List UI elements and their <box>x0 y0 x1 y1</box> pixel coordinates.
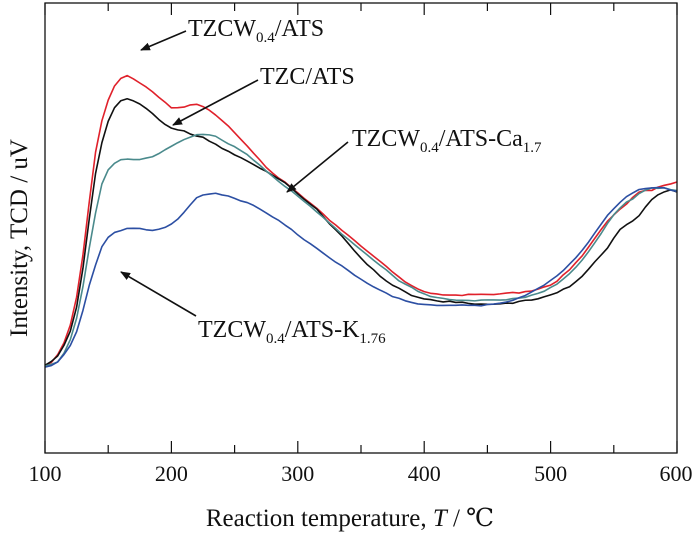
x-tick-label-300: 300 <box>281 461 314 486</box>
y-axis-title: Intensity, TCD / uV <box>6 139 33 337</box>
annotation-label-3: TZCW0.4/ATS-K1.76 <box>198 317 386 347</box>
annotations: TZCW0.4/ATS TZC/ATS TZCW0.4/ATS-Ca1.7 TZCW0… <box>120 16 542 347</box>
x-tick-labels: 100 200 300 400 500 600 <box>29 461 693 486</box>
x-tick-label-400: 400 <box>408 461 441 486</box>
annotation-arrow-1 <box>172 79 259 126</box>
axis-ticks <box>44 3 678 453</box>
annotation-arrow-0 <box>140 30 187 51</box>
x-tick-label-200: 200 <box>155 461 188 486</box>
series-line-3 <box>44 186 678 368</box>
x-tick-label-600: 600 <box>660 461 693 486</box>
x-tick-label-500: 500 <box>534 461 567 486</box>
annotation-label-1: TZC/ATS <box>260 64 355 90</box>
series-line-1 <box>44 97 678 367</box>
annotation-arrow-2 <box>286 141 349 193</box>
series-lines <box>44 74 678 368</box>
x-tick-label-100: 100 <box>29 461 62 486</box>
x-axis-title: Reaction temperature, T / ℃ <box>206 505 494 532</box>
annotation-arrow-3 <box>120 271 197 317</box>
series-line-2 <box>44 133 678 367</box>
series-line-0 <box>44 74 678 366</box>
annotation-label-0: TZCW0.4/ATS <box>188 16 324 46</box>
annotation-label-2: TZCW0.4/ATS-Ca1.7 <box>352 126 542 156</box>
